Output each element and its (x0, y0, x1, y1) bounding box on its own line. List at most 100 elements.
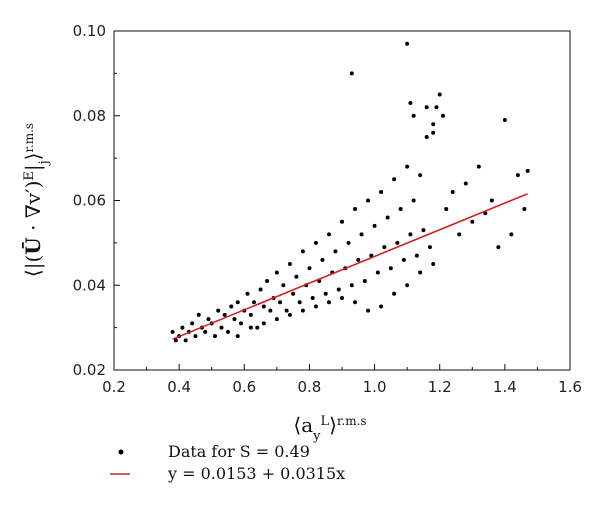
legend-dot-marker (118, 449, 124, 455)
data-point (463, 181, 468, 186)
data-point (261, 321, 266, 326)
fit-line (172, 192, 528, 340)
data-point (515, 173, 520, 178)
data-point (183, 338, 188, 343)
data-point (353, 300, 358, 305)
data-point (190, 321, 195, 326)
data-point (372, 223, 377, 228)
y-tick-label: 0.04 (73, 276, 106, 294)
data-point (284, 308, 289, 313)
data-point (248, 312, 253, 317)
legend: Data for S = 0.49 y = 0.0153 + 0.0315x (110, 442, 345, 483)
data-point (206, 317, 211, 322)
x-tick-label: 1.2 (428, 378, 452, 396)
data-point (444, 206, 449, 211)
x-tick-label: 0.6 (232, 378, 256, 396)
legend-fit-label: y = 0.0153 + 0.0315x (167, 464, 345, 483)
data-point (255, 325, 260, 330)
y-axis-label: ⟨|(Ū · ∇v′)E|j⟩r.m.s (21, 123, 52, 277)
data-point (212, 334, 217, 339)
data-point (437, 92, 442, 97)
data-point (392, 177, 397, 182)
data-point (281, 283, 286, 288)
data-point (414, 253, 419, 258)
y-tick-label: 0.08 (73, 107, 106, 125)
data-point (408, 232, 413, 237)
y-axis-ticks: 0.02 0.04 0.06 0.08 0.10 (73, 22, 120, 379)
data-point (405, 283, 410, 288)
data-point (401, 257, 406, 262)
data-point (509, 232, 514, 237)
legend-data-label: Data for S = 0.49 (168, 442, 310, 461)
data-point (203, 329, 208, 334)
data-point (489, 198, 494, 203)
data-point (307, 266, 312, 271)
plot-frame (113, 30, 571, 371)
data-point (232, 317, 237, 322)
data-point (349, 283, 354, 288)
data-point (248, 325, 253, 330)
data-point (239, 321, 244, 326)
data-point (287, 262, 292, 267)
data-point (366, 308, 371, 313)
data-point (313, 240, 318, 245)
svg-text:⟨|(Ū · ∇v′)E|j⟩r.m.s: ⟨|(Ū · ∇v′)E|j⟩r.m.s (21, 123, 52, 277)
data-point (411, 198, 416, 203)
data-points (170, 41, 530, 343)
data-point (375, 270, 380, 275)
data-point (431, 130, 436, 135)
data-point (388, 266, 393, 271)
data-point (434, 105, 439, 110)
data-point (418, 173, 423, 178)
data-point (405, 164, 410, 169)
data-point (278, 300, 283, 305)
data-point (320, 257, 325, 262)
data-point (252, 300, 257, 305)
data-point (502, 117, 507, 122)
data-point (356, 257, 361, 262)
data-point (310, 295, 315, 300)
data-point (245, 291, 250, 296)
data-point (222, 312, 227, 317)
data-point (440, 113, 445, 118)
data-point (193, 334, 198, 339)
y-tick-label: 0.10 (73, 22, 106, 40)
data-point (340, 219, 344, 224)
data-point (385, 215, 390, 220)
y-tick-label: 0.02 (73, 361, 106, 379)
data-point (265, 279, 270, 284)
data-point (170, 329, 175, 334)
data-point (424, 134, 429, 139)
data-point (300, 249, 305, 254)
x-tick-label: 0.2 (102, 378, 126, 396)
data-point (379, 304, 384, 309)
x-axis-label: ⟨ayL⟩r.m.s (293, 413, 366, 444)
data-point (287, 312, 292, 317)
data-point (291, 291, 296, 296)
data-point (525, 168, 530, 173)
data-point (362, 279, 367, 284)
data-point (522, 206, 527, 211)
data-point (235, 300, 240, 305)
data-point (173, 338, 178, 343)
data-point (261, 304, 266, 309)
data-point (300, 308, 305, 313)
y-tick-label: 0.06 (73, 192, 106, 210)
data-point (470, 219, 475, 224)
data-point (340, 295, 344, 300)
data-point (333, 249, 338, 254)
data-point (349, 71, 354, 76)
data-point (421, 228, 426, 233)
data-point (392, 291, 397, 296)
data-point (496, 245, 501, 250)
data-point (326, 300, 331, 305)
svg-text:⟨ayL⟩r.m.s: ⟨ayL⟩r.m.s (293, 413, 366, 444)
data-point (274, 317, 279, 322)
data-point (408, 101, 413, 106)
data-point (424, 105, 429, 110)
x-tick-label: 1.0 (363, 378, 387, 396)
data-point (395, 240, 400, 245)
data-point (297, 300, 302, 305)
data-point (359, 232, 364, 237)
data-point (382, 245, 387, 250)
